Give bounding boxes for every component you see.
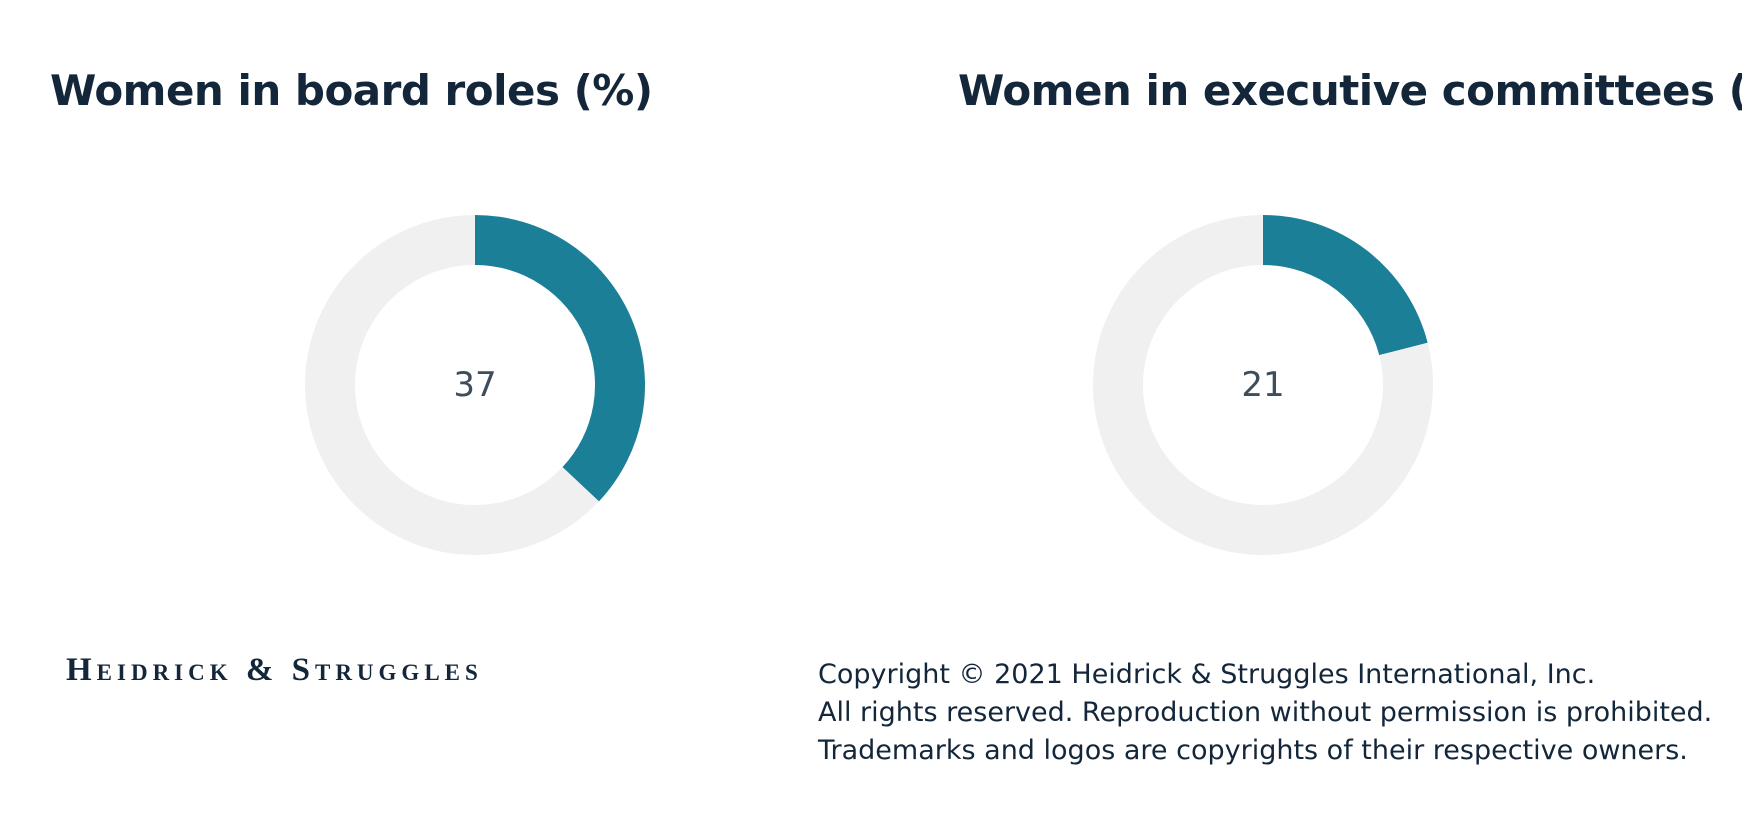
chart-title-board-roles: Women in board roles (%) bbox=[50, 66, 653, 115]
donut-chart-board-roles: 37 bbox=[303, 213, 647, 557]
donut-slice-highlight bbox=[475, 215, 645, 502]
brand-logo: Heidrick & Struggles bbox=[66, 652, 483, 688]
copyright-line: Trademarks and logos are copyrights of t… bbox=[818, 735, 1688, 766]
copyright-notice: Copyright © 2021 Heidrick & Struggles In… bbox=[818, 656, 1712, 770]
donut-svg-board-roles bbox=[305, 215, 645, 555]
donut-center-value: 21 bbox=[1241, 365, 1285, 405]
copyright-line: Copyright © 2021 Heidrick & Struggles In… bbox=[818, 659, 1596, 690]
donut-slice-remainder bbox=[305, 215, 599, 555]
donut-slice-highlight bbox=[1263, 215, 1428, 356]
donut-center-value: 37 bbox=[453, 365, 497, 405]
donut-slice-remainder bbox=[1093, 215, 1433, 555]
donut-svg-executive-committees bbox=[1093, 215, 1433, 555]
donut-chart-executive-committees: 21 bbox=[1091, 213, 1435, 557]
copyright-line: All rights reserved. Reproduction withou… bbox=[818, 697, 1713, 728]
chart-title-executive-committees: Women in executive committees (%) bbox=[958, 66, 1742, 115]
